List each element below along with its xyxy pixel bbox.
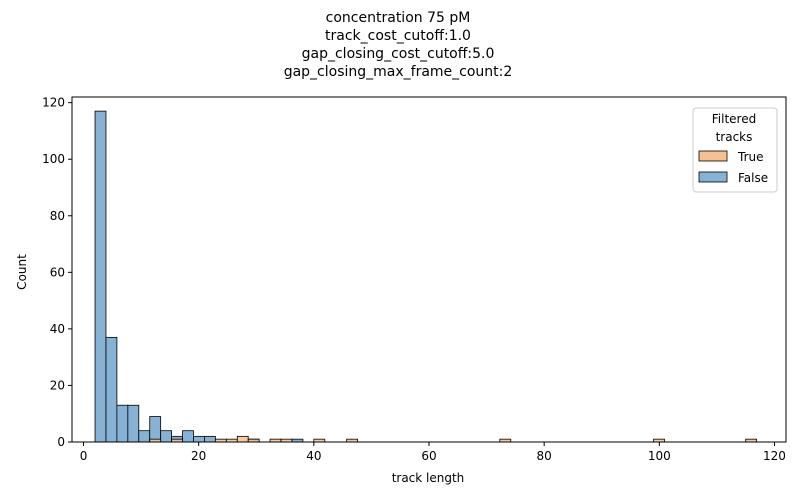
title-line-2: track_cost_cutoff:1.0 bbox=[325, 28, 471, 44]
title-line-3: gap_closing_cost_cutoff:5.0 bbox=[302, 46, 495, 62]
x-tick-label: 80 bbox=[537, 449, 552, 463]
x-tick-label: 120 bbox=[763, 449, 786, 463]
bar-false bbox=[138, 430, 151, 443]
x-tick-label: 0 bbox=[80, 449, 88, 463]
bar-false bbox=[182, 430, 194, 443]
y-tick-label: 40 bbox=[50, 322, 65, 336]
y-tick-label: 100 bbox=[42, 152, 65, 166]
y-tick-label: 120 bbox=[42, 96, 65, 110]
legend-title-line-1: Filtered bbox=[712, 112, 756, 126]
bar-false bbox=[127, 404, 140, 443]
plot-frame bbox=[71, 96, 787, 443]
title-line-4: gap_closing_max_frame_count:2 bbox=[284, 64, 513, 80]
legend-label-false: False bbox=[738, 171, 768, 185]
y-tick-label: 60 bbox=[50, 265, 65, 279]
x-tick-label: 20 bbox=[191, 449, 206, 463]
bar-true bbox=[236, 435, 249, 443]
bars-group bbox=[94, 110, 758, 443]
bar-false bbox=[116, 404, 129, 443]
x-tick-label: 40 bbox=[306, 449, 321, 463]
y-axis: 0 20 40 60 80 100 120 bbox=[42, 96, 72, 449]
y-axis-label: Count bbox=[15, 254, 29, 290]
y-tick-label: 20 bbox=[50, 378, 65, 392]
y-tick-label: 0 bbox=[57, 435, 65, 449]
legend-title-line-2: tracks bbox=[716, 130, 753, 144]
x-tick-label: 60 bbox=[421, 449, 436, 463]
bar-false bbox=[149, 416, 162, 443]
legend-label-true: True bbox=[737, 150, 764, 164]
legend: Filtered tracks True False bbox=[692, 107, 778, 193]
x-tick-label: 100 bbox=[648, 449, 671, 463]
bar-false bbox=[193, 435, 205, 443]
y-tick-label: 80 bbox=[50, 209, 65, 223]
x-axis: 0 20 40 60 80 100 120 bbox=[80, 442, 786, 463]
legend-box bbox=[692, 107, 778, 193]
bar-false bbox=[160, 430, 173, 443]
legend-swatch-true bbox=[698, 150, 728, 162]
legend-swatch-false bbox=[698, 171, 728, 183]
x-axis-label: track length bbox=[392, 471, 465, 485]
title-line-1: concentration 75 pM bbox=[326, 10, 471, 26]
bar-false bbox=[105, 336, 118, 443]
bar-false bbox=[204, 435, 216, 443]
chart-title: concentration 75 pM track_cost_cutoff:1.… bbox=[284, 10, 513, 80]
bar-false bbox=[94, 110, 107, 443]
